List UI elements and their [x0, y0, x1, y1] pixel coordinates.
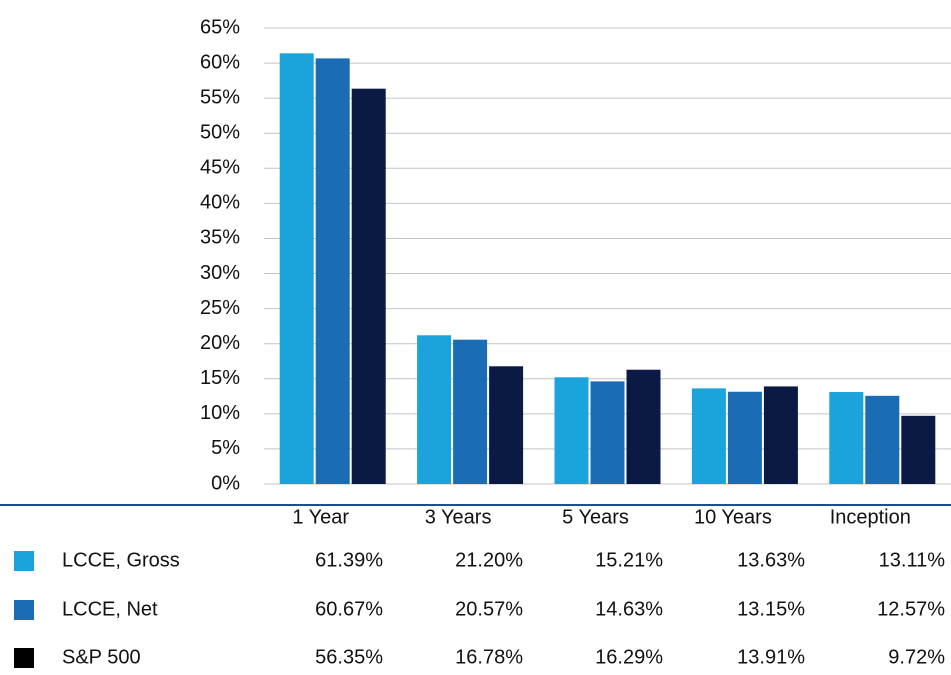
y-tick-label: 15%: [200, 367, 240, 389]
y-tick-label: 25%: [200, 297, 240, 319]
table-value: 13.63%: [737, 549, 805, 571]
bar: [691, 388, 726, 484]
legend-swatch: [14, 551, 34, 571]
y-tick-label: 20%: [200, 332, 240, 354]
bar: [727, 391, 762, 484]
y-tick-label: 55%: [200, 86, 240, 108]
bar: [829, 392, 864, 484]
bar: [453, 339, 488, 484]
x-tick-label: Inception: [830, 506, 911, 528]
table-value: 13.15%: [737, 598, 805, 620]
legend-swatch: [14, 648, 34, 668]
bar: [626, 369, 661, 484]
table-value: 12.57%: [877, 598, 945, 620]
y-tick-label: 45%: [200, 157, 240, 179]
table-value: 13.91%: [737, 646, 805, 668]
y-tick-label: 65%: [200, 16, 240, 38]
bar: [417, 335, 452, 484]
bar: [351, 88, 386, 484]
table-value: 13.11%: [879, 549, 946, 571]
y-tick-label: 0%: [211, 472, 240, 494]
y-tick-label: 40%: [200, 192, 240, 214]
bar: [489, 366, 524, 484]
table-value: 56.35%: [315, 646, 383, 668]
table-value: 21.20%: [455, 549, 523, 571]
y-tick-label: 10%: [200, 402, 240, 424]
x-tick-label: 3 Years: [425, 506, 492, 528]
legend-swatch: [14, 600, 34, 620]
y-tick-label: 5%: [211, 437, 240, 459]
legend-label: S&P 500: [62, 646, 141, 668]
table-value: 60.67%: [315, 598, 383, 620]
bar: [590, 381, 625, 484]
table-value: 9.72%: [888, 646, 945, 668]
table-value: 14.63%: [595, 598, 663, 620]
bar: [865, 395, 900, 484]
x-tick-label: 10 Years: [694, 506, 772, 528]
bar: [315, 58, 350, 484]
x-tick-label: 1 Year: [292, 506, 349, 528]
table-value: 61.39%: [315, 549, 383, 571]
y-tick-label: 35%: [200, 227, 240, 249]
table-value: 16.78%: [455, 646, 523, 668]
bar: [279, 53, 314, 485]
bar: [901, 415, 936, 484]
x-tick-label: 5 Years: [562, 506, 629, 528]
legend-label: LCCE, Net: [62, 598, 158, 620]
table-value: 16.29%: [595, 646, 663, 668]
y-tick-label: 60%: [200, 51, 240, 73]
y-tick-label: 30%: [200, 262, 240, 284]
bar: [554, 377, 589, 484]
legend-label: LCCE, Gross: [62, 549, 180, 571]
bar: [763, 386, 798, 484]
table-value: 15.21%: [595, 549, 663, 571]
y-tick-label: 50%: [200, 122, 240, 144]
table-value: 20.57%: [455, 598, 523, 620]
